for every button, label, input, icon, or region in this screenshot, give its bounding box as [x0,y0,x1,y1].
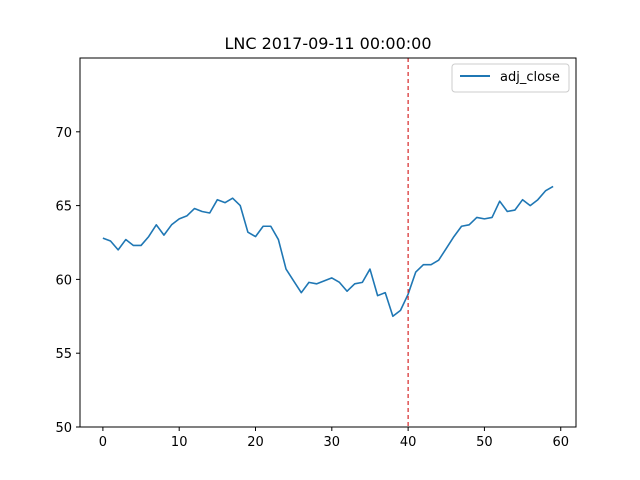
y-tick-label: 70 [55,126,72,141]
y-tick-label: 50 [55,421,72,436]
x-tick-label: 10 [171,435,188,450]
legend: adj_close [451,63,570,93]
y-tick-label: 60 [55,273,72,288]
x-tick-label: 0 [99,435,107,450]
axes-frame [79,57,577,428]
y-tick-label: 55 [55,347,72,362]
x-tick-label: 40 [400,435,417,450]
y-tick-label: 65 [55,200,72,215]
legend-box [451,63,570,93]
series-line-adj_close [102,185,554,318]
x-tick-label: 20 [247,435,264,450]
legend-label: adj_close [500,70,560,85]
x-tick-label: 30 [324,435,341,450]
x-tick-label: 50 [476,435,493,450]
chart-title: LNC 2017-09-11 00:00:00 [224,34,431,53]
x-tick-label: 60 [552,435,569,450]
